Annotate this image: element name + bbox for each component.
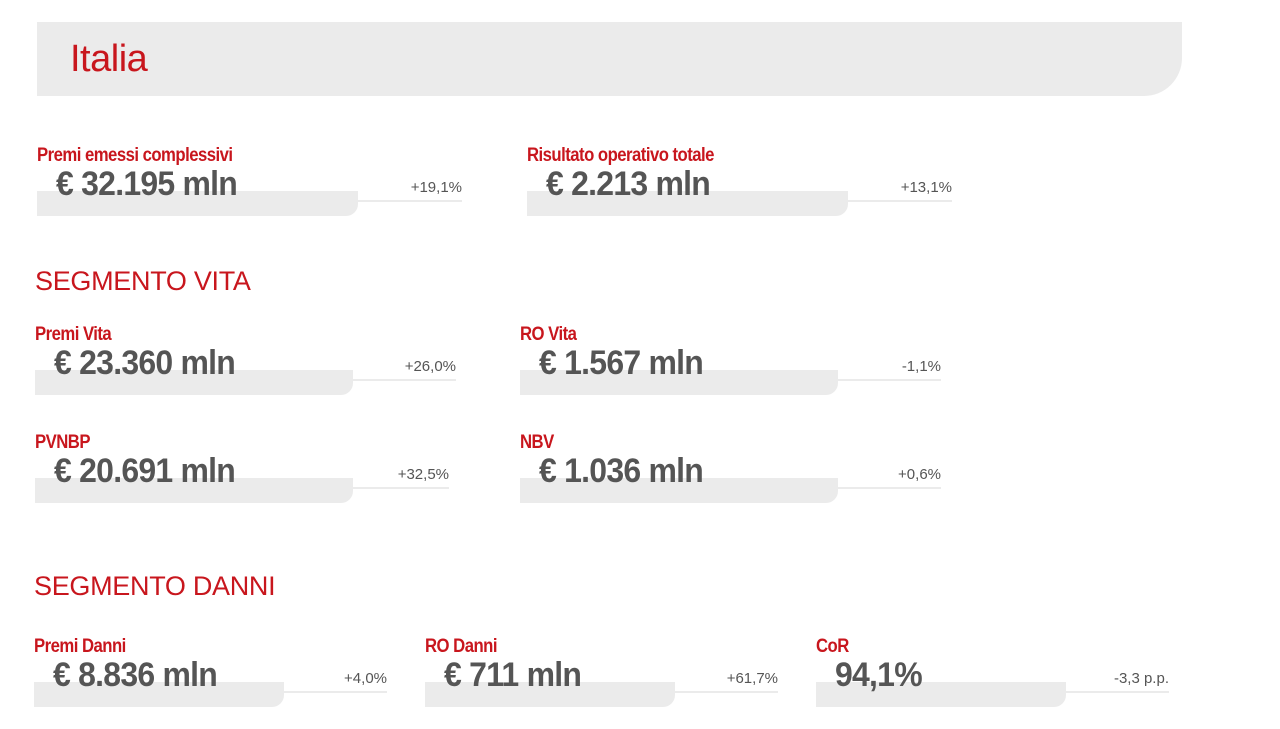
page-title: Italia — [70, 38, 148, 80]
metric-bar — [425, 682, 675, 707]
section-title-vita: SEGMENTO VITA — [35, 266, 251, 296]
metric-underline — [848, 200, 952, 202]
metric-bar — [34, 682, 284, 707]
metric-value: € 711 mln — [444, 656, 582, 694]
metric-underline — [358, 200, 462, 202]
metric-bar — [520, 478, 838, 503]
metric-risultato-operativo: Risultato operativo totale € 2.213 mln +… — [527, 145, 952, 225]
metric-bar — [816, 682, 1066, 707]
metric-ro-danni: RO Danni € 711 mln +61,7% — [425, 636, 778, 716]
metric-ro-vita: RO Vita € 1.567 mln -1,1% — [520, 324, 941, 404]
metric-delta: +4,0% — [344, 670, 387, 687]
metric-label: Premi emessi complessivi — [37, 145, 233, 166]
metric-delta: +32,5% — [397, 466, 449, 483]
metric-nbv: NBV € 1.036 mln +0,6% — [520, 432, 941, 512]
metric-value: € 20.691 mln — [54, 452, 236, 490]
metric-value: € 1.036 mln — [539, 452, 704, 490]
metric-pvnbp: PVNBP € 20.691 mln +32,5% — [35, 432, 449, 512]
metric-label: PVNBP — [35, 432, 91, 453]
metric-underline — [353, 487, 449, 489]
metric-bar — [35, 478, 353, 503]
metric-delta: +61,7% — [726, 670, 778, 687]
metric-label: CoR — [816, 636, 849, 657]
metric-label: Premi Danni — [34, 636, 126, 657]
metric-label: NBV — [520, 432, 554, 453]
metric-label: Premi Vita — [35, 324, 112, 345]
metric-underline — [675, 691, 778, 693]
metric-underline — [1066, 691, 1169, 693]
metric-bar — [527, 191, 848, 216]
metric-delta: -1,1% — [901, 358, 941, 375]
section-title-danni: SEGMENTO DANNI — [34, 571, 276, 601]
metric-value: € 1.567 mln — [539, 344, 704, 382]
metric-underline — [353, 379, 456, 381]
metric-delta: +0,6% — [898, 466, 941, 483]
metric-premi-emessi: Premi emessi complessivi € 32.195 mln +1… — [37, 145, 462, 225]
header-band: Italia — [37, 22, 1182, 96]
metric-label: Risultato operativo totale — [527, 145, 714, 166]
metric-bar — [520, 370, 838, 395]
metric-delta: +13,1% — [900, 179, 952, 196]
metric-underline — [838, 487, 941, 489]
metric-underline — [838, 379, 941, 381]
metric-underline — [284, 691, 387, 693]
metric-label: RO Vita — [520, 324, 577, 345]
metric-label: RO Danni — [425, 636, 497, 657]
metric-cor: CoR 94,1% -3,3 p.p. — [816, 636, 1169, 716]
metric-value: 94,1% — [835, 656, 923, 694]
metric-delta: +19,1% — [410, 179, 462, 196]
metric-value: € 2.213 mln — [546, 165, 711, 203]
metric-bar — [35, 370, 353, 395]
metric-value: € 8.836 mln — [53, 656, 218, 694]
metric-delta: -3,3 p.p. — [1113, 670, 1169, 687]
metric-value: € 23.360 mln — [54, 344, 236, 382]
metric-value: € 32.195 mln — [56, 165, 238, 203]
metric-premi-danni: Premi Danni € 8.836 mln +4,0% — [34, 636, 387, 716]
metric-premi-vita: Premi Vita € 23.360 mln +26,0% — [35, 324, 456, 404]
metric-bar — [37, 191, 358, 216]
metric-delta: +26,0% — [404, 358, 456, 375]
